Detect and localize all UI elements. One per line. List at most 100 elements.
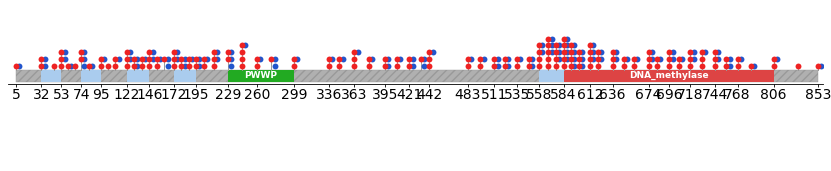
Point	[406, 65, 420, 67]
Point	[542, 58, 555, 61]
Point	[617, 58, 631, 61]
Point	[545, 37, 558, 40]
Text: DNA_methylase: DNA_methylase	[629, 71, 708, 80]
Point	[514, 58, 527, 61]
Point	[352, 51, 365, 54]
Point	[182, 65, 195, 67]
Point	[178, 58, 191, 61]
Point	[663, 51, 676, 54]
Point	[378, 65, 391, 67]
Point	[417, 58, 430, 61]
Bar	[16, 70, 818, 82]
Point	[627, 65, 640, 67]
Point	[651, 65, 664, 67]
Point	[525, 58, 538, 61]
Point	[711, 58, 725, 61]
Point	[127, 58, 140, 61]
Point	[606, 51, 619, 54]
Point	[58, 58, 71, 61]
Point	[572, 51, 585, 54]
Point	[47, 65, 61, 67]
Point	[814, 65, 828, 67]
Point	[101, 65, 115, 67]
Point	[221, 51, 234, 54]
Point	[560, 51, 573, 54]
Point	[38, 65, 52, 67]
Point	[120, 65, 133, 67]
Point	[587, 51, 600, 54]
Point	[560, 37, 573, 40]
Point	[672, 65, 686, 67]
Point	[123, 58, 136, 61]
Point	[175, 65, 188, 67]
Point	[642, 51, 656, 54]
Point	[58, 51, 71, 54]
Point	[583, 51, 597, 54]
Point	[545, 44, 558, 47]
Point	[120, 51, 133, 54]
Point	[35, 58, 48, 61]
Point	[253, 58, 267, 61]
Point	[549, 44, 563, 47]
Point	[488, 65, 501, 67]
Point	[560, 58, 573, 61]
Point	[488, 58, 501, 61]
Point	[82, 65, 96, 67]
Point	[55, 58, 68, 61]
Point	[744, 65, 757, 67]
Point	[553, 44, 566, 47]
Point	[572, 65, 585, 67]
Point	[9, 65, 22, 67]
Point	[549, 51, 563, 54]
Point	[150, 65, 164, 67]
Point	[78, 51, 91, 54]
Point	[568, 44, 581, 47]
Point	[120, 58, 133, 61]
Point	[150, 58, 164, 61]
Point	[268, 58, 281, 61]
Point	[95, 65, 108, 67]
Point	[564, 58, 578, 61]
Point	[663, 65, 676, 67]
Point	[348, 65, 361, 67]
Point	[55, 65, 68, 67]
Point	[423, 65, 436, 67]
Point	[127, 65, 140, 67]
Point	[731, 58, 745, 61]
Point	[224, 51, 238, 54]
Point	[158, 58, 171, 61]
Point	[109, 65, 122, 67]
Point	[630, 58, 643, 61]
Point	[557, 37, 570, 40]
Point	[189, 65, 202, 67]
Point	[568, 58, 581, 61]
Point	[109, 58, 122, 61]
Point	[207, 58, 220, 61]
Point	[720, 65, 733, 67]
Point	[403, 58, 416, 61]
Point	[198, 58, 211, 61]
Bar	[42, 70, 61, 82]
Point	[684, 65, 697, 67]
Point	[791, 65, 804, 67]
Point	[594, 51, 607, 54]
Point	[606, 58, 619, 61]
Point	[735, 58, 748, 61]
Point	[135, 65, 148, 67]
Point	[75, 58, 88, 61]
Point	[465, 58, 478, 61]
Point	[583, 58, 597, 61]
Point	[65, 65, 78, 67]
Bar	[126, 70, 150, 82]
Point	[564, 65, 578, 67]
Point	[533, 51, 546, 54]
Point	[461, 58, 475, 61]
Point	[175, 58, 188, 61]
Point	[666, 58, 680, 61]
Point	[723, 65, 736, 67]
Point	[130, 58, 144, 61]
Point	[522, 65, 535, 67]
Point	[666, 51, 680, 54]
Point	[322, 65, 336, 67]
Point	[663, 58, 676, 61]
